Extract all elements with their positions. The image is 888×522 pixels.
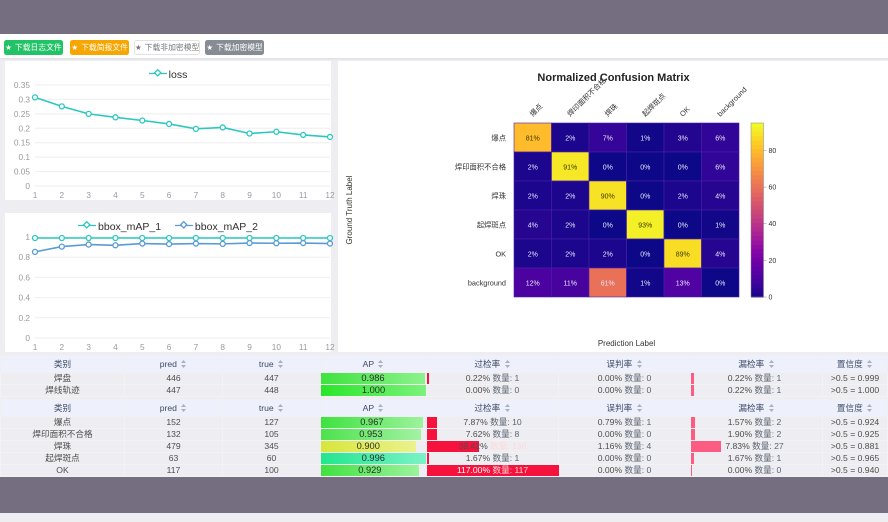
svg-text:焊珠: 焊珠 [603, 101, 620, 118]
svg-text:background: background [468, 279, 506, 288]
svg-text:0.2: 0.2 [18, 123, 30, 133]
svg-text:12: 12 [325, 342, 335, 352]
svg-text:11: 11 [299, 190, 308, 200]
svg-text:10: 10 [272, 190, 282, 200]
svg-text:4: 4 [113, 342, 118, 352]
svg-text:93%: 93% [638, 223, 652, 230]
svg-text:0.25: 0.25 [14, 109, 31, 119]
svg-text:4%: 4% [715, 194, 725, 201]
svg-text:3%: 3% [678, 136, 688, 143]
svg-text:起焊斑点: 起焊斑点 [640, 91, 667, 118]
svg-text:Normalized Confusion Matrix: Normalized Confusion Matrix [537, 72, 690, 84]
svg-text:13%: 13% [676, 281, 690, 288]
svg-text:2: 2 [60, 190, 65, 200]
svg-text:Prediction Label: Prediction Label [598, 339, 656, 348]
svg-text:0.3: 0.3 [18, 94, 30, 104]
svg-text:2%: 2% [528, 252, 538, 259]
svg-text:4%: 4% [528, 223, 538, 230]
svg-text:OK: OK [678, 105, 692, 119]
svg-text:0%: 0% [603, 165, 613, 172]
svg-text:0.2: 0.2 [18, 313, 30, 323]
svg-text:9: 9 [247, 342, 252, 352]
svg-text:40: 40 [769, 221, 777, 228]
svg-text:1%: 1% [715, 223, 725, 230]
svg-text:0%: 0% [640, 194, 650, 201]
svg-text:0.15: 0.15 [14, 138, 31, 148]
svg-text:0.35: 0.35 [14, 80, 31, 90]
svg-text:4%: 4% [715, 252, 725, 259]
svg-text:1%: 1% [640, 281, 650, 288]
svg-text:5: 5 [140, 342, 145, 352]
svg-text:0%: 0% [603, 223, 613, 230]
svg-text:12%: 12% [526, 281, 540, 288]
svg-text:0.6: 0.6 [18, 272, 30, 282]
svg-text:焊珠: 焊珠 [491, 192, 506, 201]
svg-text:2: 2 [60, 342, 65, 352]
svg-text:0.1: 0.1 [18, 152, 30, 162]
svg-text:91%: 91% [563, 165, 577, 172]
svg-text:11%: 11% [564, 281, 578, 288]
svg-text:7%: 7% [603, 136, 613, 143]
svg-text:1%: 1% [640, 136, 650, 143]
svg-text:起焊斑点: 起焊斑点 [477, 221, 506, 230]
svg-text:1: 1 [25, 232, 30, 242]
svg-text:10: 10 [272, 342, 282, 352]
svg-text:80: 80 [769, 148, 777, 155]
svg-text:爆点: 爆点 [528, 102, 545, 119]
svg-text:0.4: 0.4 [18, 293, 30, 303]
svg-text:12: 12 [325, 190, 335, 200]
svg-text:8: 8 [220, 190, 225, 200]
svg-text:9: 9 [247, 190, 252, 200]
svg-text:90%: 90% [601, 194, 615, 201]
svg-text:7: 7 [194, 342, 199, 352]
svg-text:2%: 2% [528, 194, 538, 201]
svg-text:7: 7 [194, 190, 199, 200]
svg-text:2%: 2% [565, 136, 575, 143]
svg-text:0: 0 [25, 181, 30, 191]
svg-text:焊印面积不合格: 焊印面积不合格 [455, 163, 507, 172]
svg-text:0: 0 [769, 295, 773, 302]
svg-text:2%: 2% [528, 165, 538, 172]
svg-text:Ground Truth Label: Ground Truth Label [345, 175, 354, 244]
svg-text:81%: 81% [526, 136, 540, 143]
svg-text:2%: 2% [603, 252, 613, 259]
svg-text:1: 1 [33, 342, 38, 352]
svg-text:6%: 6% [715, 136, 725, 143]
svg-text:5: 5 [140, 190, 145, 200]
svg-text:6: 6 [167, 190, 172, 200]
svg-text:20: 20 [769, 258, 777, 265]
svg-text:0.8: 0.8 [18, 252, 30, 262]
svg-text:OK: OK [495, 250, 506, 259]
svg-text:1: 1 [33, 190, 38, 200]
svg-text:89%: 89% [676, 252, 690, 259]
svg-text:0.05: 0.05 [14, 167, 31, 177]
svg-text:2%: 2% [565, 252, 575, 259]
svg-text:0: 0 [25, 333, 30, 343]
svg-text:8: 8 [220, 342, 225, 352]
svg-text:3: 3 [86, 342, 91, 352]
svg-text:4: 4 [113, 190, 118, 200]
svg-text:61%: 61% [601, 281, 615, 288]
svg-text:6: 6 [167, 342, 172, 352]
svg-text:0%: 0% [715, 281, 725, 288]
svg-text:0%: 0% [678, 165, 688, 172]
svg-text:11: 11 [299, 342, 308, 352]
svg-text:爆点: 爆点 [491, 134, 506, 143]
svg-text:0%: 0% [640, 252, 650, 259]
svg-text:0%: 0% [640, 165, 650, 172]
svg-text:2%: 2% [565, 223, 575, 230]
svg-text:background: background [715, 85, 748, 118]
svg-text:2%: 2% [565, 194, 575, 201]
svg-text:0%: 0% [678, 223, 688, 230]
svg-text:3: 3 [86, 190, 91, 200]
svg-text:60: 60 [769, 185, 777, 192]
svg-text:6%: 6% [715, 165, 725, 172]
svg-text:2%: 2% [678, 194, 688, 201]
